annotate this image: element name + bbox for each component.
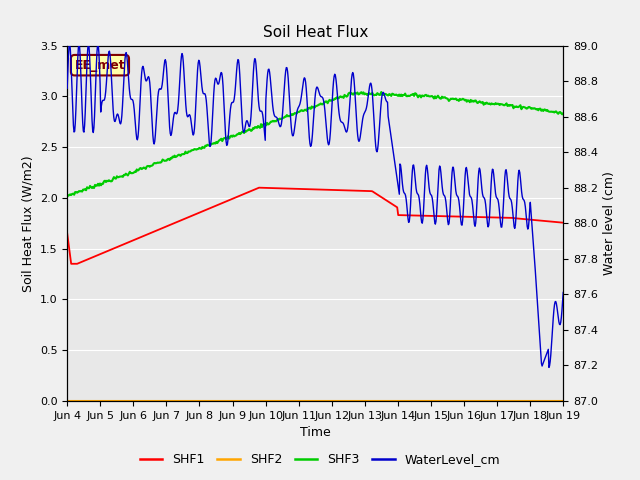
Legend: SHF1, SHF2, SHF3, WaterLevel_cm: SHF1, SHF2, SHF3, WaterLevel_cm [135,448,505,471]
Text: EE_met: EE_met [75,59,125,72]
Title: Soil Heat Flux: Soil Heat Flux [262,25,368,40]
Y-axis label: Water level (cm): Water level (cm) [604,171,616,275]
Y-axis label: Soil Heat Flux (W/m2): Soil Heat Flux (W/m2) [21,155,34,291]
X-axis label: Time: Time [300,426,331,439]
